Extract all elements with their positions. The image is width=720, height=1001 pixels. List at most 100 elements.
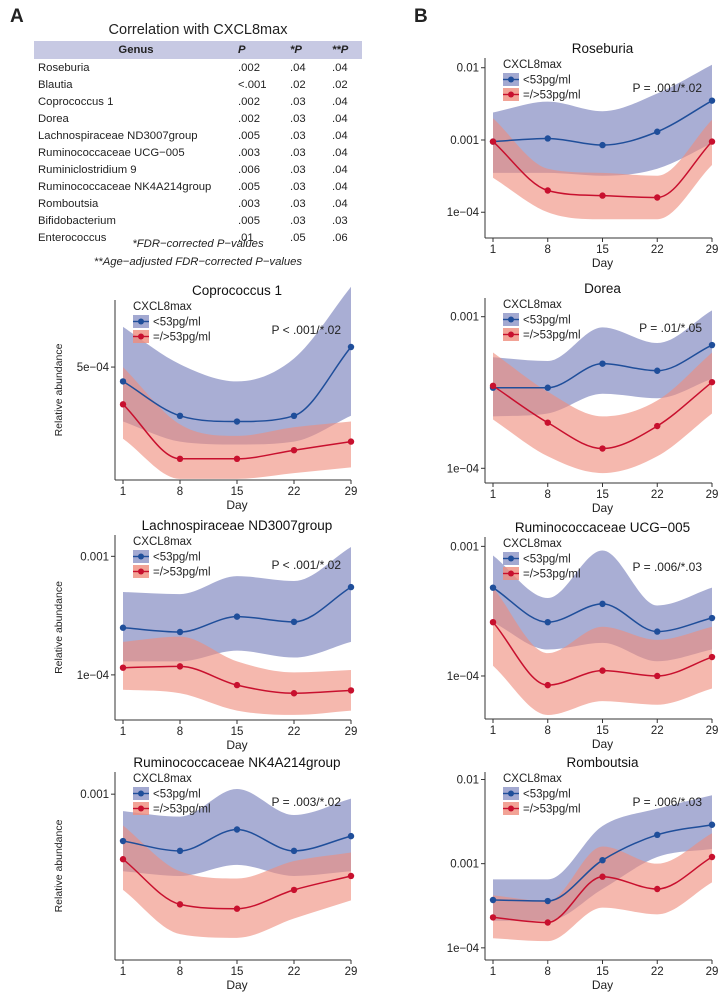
cell-genus: Coprococcus 1 xyxy=(38,95,114,108)
data-point xyxy=(233,455,241,462)
chart-romboutsia: Romboutsia 1 8 15 22 29 Day 0.01 0.001 1e−04 CXCL8… xyxy=(447,755,719,992)
chart-title: Ruminococcaceae UCG−005 xyxy=(515,520,690,535)
y-tick-label: 1e−04 xyxy=(77,670,110,682)
y-tick-label: 0.001 xyxy=(450,135,479,147)
x-tick-label: 22 xyxy=(651,966,664,978)
legend-title: CXCL8max xyxy=(133,301,192,313)
footnote-age: **Age−adjusted FDR−corrected P−values xyxy=(93,256,303,268)
x-tick-label: 15 xyxy=(596,489,609,501)
table-header-row: Genus P *P **P xyxy=(34,41,362,59)
legend-title: CXCL8max xyxy=(503,538,562,550)
legend-marker xyxy=(508,805,514,812)
data-point xyxy=(233,613,241,620)
legend-marker xyxy=(508,91,514,98)
band-high xyxy=(493,833,712,942)
x-tick-label: 15 xyxy=(596,725,609,737)
table-row: Dorea .002 .03 .04 xyxy=(34,110,362,127)
table-row: Ruminiclostridium 9 .006 .03 .04 xyxy=(34,161,362,178)
data-point xyxy=(119,624,127,631)
p-value-annotation: P = .006/*.03 xyxy=(632,560,702,574)
data-point xyxy=(176,663,184,670)
cell-fdr-p: .02 xyxy=(290,78,306,91)
y-tick-label: 0.001 xyxy=(450,859,479,871)
cell-p: .002 xyxy=(238,61,260,74)
data-point xyxy=(176,455,184,462)
y-tick-label: 0.001 xyxy=(450,541,479,553)
y-axis-label: Relative abundance xyxy=(53,343,65,436)
data-point xyxy=(176,412,184,419)
x-tick-label: 22 xyxy=(288,966,301,978)
band-high xyxy=(493,352,712,474)
data-point xyxy=(290,690,298,697)
band-high xyxy=(123,825,351,938)
chart-title: Dorea xyxy=(584,281,621,296)
x-tick-label: 8 xyxy=(545,489,551,501)
table-row: Roseburia .002 .04 .04 xyxy=(34,59,362,76)
y-tick-label: 1e−04 xyxy=(447,463,480,475)
data-point xyxy=(119,856,127,863)
legend-marker xyxy=(508,331,514,338)
legend-marker xyxy=(138,805,144,812)
x-tick-label: 29 xyxy=(345,966,358,978)
data-point xyxy=(176,901,184,908)
cell-p: .006 xyxy=(238,163,260,176)
data-point xyxy=(176,847,184,855)
data-point xyxy=(708,97,716,104)
data-point xyxy=(708,138,716,145)
legend-label: =/>53pg/ml xyxy=(153,332,211,344)
legend-marker xyxy=(138,790,144,797)
data-point xyxy=(544,135,551,142)
p-value-annotation: P = .003/*.02 xyxy=(271,795,341,809)
plot-area xyxy=(489,310,716,474)
legend-label: =/>53pg/ml xyxy=(523,90,581,102)
data-point xyxy=(347,343,355,351)
cell-genus: Ruminiclostridium 9 xyxy=(38,163,137,176)
legend-marker xyxy=(138,553,144,560)
x-axis-label: Day xyxy=(592,501,613,515)
cell-age-p: .04 xyxy=(332,112,348,125)
table-title: Correlation with CXCL8max xyxy=(108,22,288,38)
data-point xyxy=(599,360,606,367)
p-value-annotation: P < .001/*.02 xyxy=(271,558,341,572)
legend-label: <53pg/ml xyxy=(523,789,571,801)
y-tick-label: 1e−04 xyxy=(447,943,480,955)
panel-label-b: B xyxy=(414,6,428,27)
chart-roseburia: Roseburia 1 8 15 22 29 Day 0.01 0.001 1e−04 CXCL8m… xyxy=(447,41,719,270)
data-point xyxy=(654,628,661,635)
plot-area xyxy=(119,546,355,715)
data-point xyxy=(599,192,606,199)
x-tick-label: 1 xyxy=(490,244,496,256)
table-row: Enterococcus .01 .05 .06 xyxy=(34,229,362,246)
cell-genus: Enterococcus xyxy=(38,231,107,244)
cell-p: <.001 xyxy=(238,78,267,91)
data-point xyxy=(654,672,661,680)
x-tick-label: 22 xyxy=(651,725,664,737)
legend-marker xyxy=(508,76,514,83)
correlation-table: Genus P *P **P Roseburia .002 .04 .04 Blauti… xyxy=(34,41,362,246)
data-point xyxy=(347,687,355,694)
data-point xyxy=(347,583,355,591)
cell-genus: Bifidobacterium xyxy=(38,214,116,227)
cell-fdr-p: .03 xyxy=(290,129,306,142)
data-point xyxy=(599,667,606,674)
data-point xyxy=(654,831,661,839)
cell-p: .005 xyxy=(238,129,260,142)
chart-title: Roseburia xyxy=(572,41,634,56)
cell-age-p: .04 xyxy=(332,61,348,74)
p-value-annotation: P = .001/*.02 xyxy=(632,81,702,95)
data-point xyxy=(347,832,355,840)
data-point xyxy=(119,401,127,408)
cell-p: .005 xyxy=(238,180,260,193)
y-axis-label: Relative abundance xyxy=(53,819,65,912)
x-tick-label: 15 xyxy=(231,726,244,738)
x-axis-label: Day xyxy=(592,737,613,751)
y-tick-label: 1e−04 xyxy=(447,207,480,219)
chart-ruminococcaceae-nk4a214group: Ruminococcaceae NK4A214group 1 8 15 22 29 Day 0… xyxy=(53,755,358,992)
x-tick-label: 1 xyxy=(490,966,496,978)
band-low xyxy=(123,286,351,445)
x-tick-label: 1 xyxy=(490,489,496,501)
data-point xyxy=(119,664,127,671)
cell-age-p: .03 xyxy=(332,214,348,227)
data-point xyxy=(176,628,184,636)
chart-ruminococcaceae-ucg-005: Ruminococcaceae UCG−005 1 8 15 22 29 Day 0.001 1… xyxy=(447,520,719,751)
